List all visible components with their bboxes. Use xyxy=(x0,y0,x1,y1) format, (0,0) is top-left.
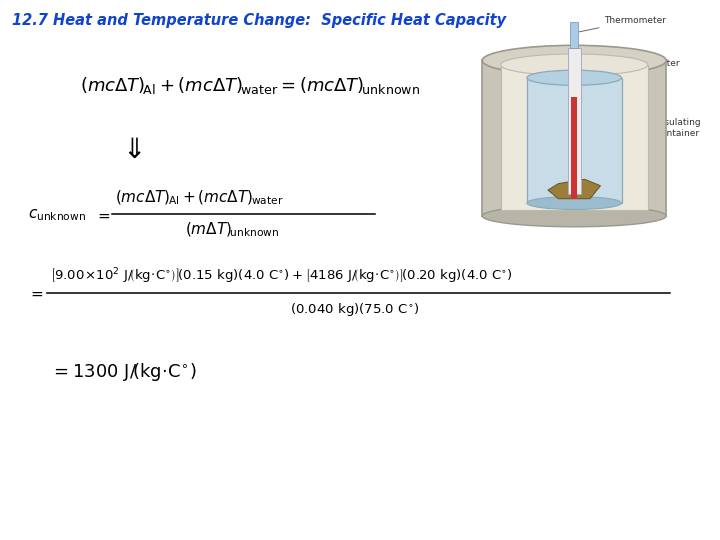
Polygon shape xyxy=(482,60,666,216)
Text: $=$: $=$ xyxy=(95,207,111,222)
Text: $=$: $=$ xyxy=(28,286,44,300)
Text: $\left(mc\Delta T\right)_{\!\mathrm{Al}} + \left(mc\Delta T\right)_{\!\mathrm{wa: $\left(mc\Delta T\right)_{\!\mathrm{Al}}… xyxy=(80,75,420,96)
Text: $= 1300\ \mathrm{J/}\!\left(\mathrm{kg\!\cdot\! C^{\circ}}\right)$: $= 1300\ \mathrm{J/}\!\left(\mathrm{kg\!… xyxy=(50,361,197,383)
Polygon shape xyxy=(527,78,621,203)
Text: $\left(mc\Delta T\right)_{\!\mathrm{Al}} + \left(mc\Delta T\right)_{\!\mathrm{wa: $\left(mc\Delta T\right)_{\!\mathrm{Al}}… xyxy=(115,189,284,207)
Text: $\left(m\Delta T\right)_{\!\mathrm{unknown}}$: $\left(m\Delta T\right)_{\!\mathrm{unkno… xyxy=(185,221,279,239)
Ellipse shape xyxy=(527,70,621,85)
Text: $(0.040\ \mathrm{kg})(75.0\ \mathrm{C^{\circ}})$: $(0.040\ \mathrm{kg})(75.0\ \mathrm{C^{\… xyxy=(290,300,419,318)
Text: $c_{\mathrm{unknown}}$: $c_{\mathrm{unknown}}$ xyxy=(28,207,86,223)
Polygon shape xyxy=(500,65,648,210)
Ellipse shape xyxy=(482,205,666,227)
Text: Unknown
material: Unknown material xyxy=(603,190,651,210)
Polygon shape xyxy=(571,97,577,199)
Ellipse shape xyxy=(500,54,648,76)
Text: Calorimeter
cup: Calorimeter cup xyxy=(624,59,680,90)
Ellipse shape xyxy=(482,45,666,76)
Text: $\Downarrow$: $\Downarrow$ xyxy=(117,136,143,164)
Polygon shape xyxy=(548,179,600,199)
Ellipse shape xyxy=(527,197,621,210)
Polygon shape xyxy=(570,22,578,48)
Text: $\left[9.00\!\times\!10^{2}\ \mathrm{J/}\!\left(\mathrm{kg\!\cdot\! C^{\circ}}\r: $\left[9.00\!\times\!10^{2}\ \mathrm{J/}… xyxy=(50,266,513,286)
Text: 12.7 Heat and Temperature Change:  Specific Heat Capacity: 12.7 Heat and Temperature Change: Specif… xyxy=(12,13,506,28)
Polygon shape xyxy=(567,48,581,194)
Text: Insulating
container: Insulating container xyxy=(651,118,701,140)
Text: Thermometer: Thermometer xyxy=(577,16,667,32)
